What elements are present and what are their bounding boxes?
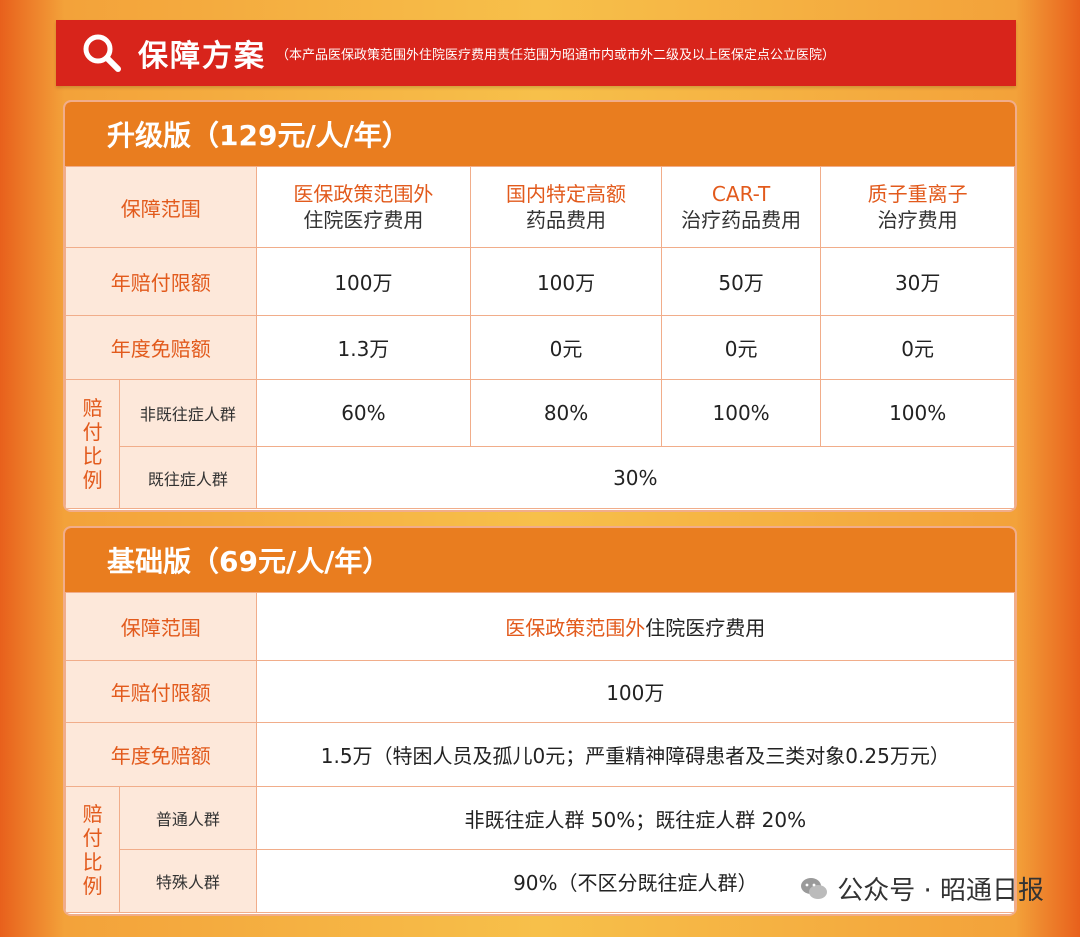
- deductible-note: （特困人员及孤儿0元；严重精神障碍患者及三类对象0.25万元）: [372, 744, 950, 768]
- deductible-cell: 0元: [470, 315, 662, 380]
- ratio-label-text: 赔付比例: [82, 801, 103, 898]
- wechat-logo-icon: [799, 874, 829, 904]
- scope-cell: 医保政策范围外住院医疗费用: [255, 592, 1015, 661]
- row-label-scope: 保障范围: [65, 592, 257, 661]
- row-label-limit: 年赔付限额: [65, 247, 257, 316]
- upgrade-plan-title: 升级版（129元/人/年）: [65, 102, 1015, 166]
- upgrade-plan-card: 升级版（129元/人/年） 保障范围 医保政策范围外 住院医疗费用 国内特定高额药…: [63, 100, 1017, 512]
- limit-cell: 50万: [660, 247, 822, 316]
- deductible-cell: 0元: [660, 315, 822, 380]
- table-row: 赔付比例 普通人群 非既往症人群 50%；既往症人群 20%: [65, 786, 1015, 913]
- upgrade-plan-table: 保障范围 医保政策范围外 住院医疗费用 国内特定高额 药品费用 CAR-T 治疗药品费…: [65, 166, 1015, 509]
- limit-cell: 30万: [820, 247, 1015, 316]
- deductible-cell: 0元: [820, 315, 1015, 380]
- ratio-cell: 60%: [255, 379, 472, 447]
- ratio-label-text: 赔付比例: [82, 396, 103, 492]
- ratio-cell: 100%: [660, 379, 822, 447]
- row-label-special: 特殊人群: [119, 849, 257, 913]
- limit-cell: 100万: [470, 247, 662, 316]
- deductible-cell: 1.5万（特困人员及孤儿0元；严重精神障碍患者及三类对象0.25万元）: [255, 722, 1015, 787]
- row-label-deductible: 年度免赔额: [65, 722, 257, 787]
- preexisting-ratio-cell: 30%: [255, 446, 1015, 509]
- special-ratio-cell: 90%（不区分既往症人群）: [255, 849, 1015, 913]
- table-row: 既往症人群 30%: [66, 446, 1015, 509]
- basic-plan-card: 基础版（69元/人/年） 保障范围 医保政策范围外住院医疗费用 年赔付限额 10…: [63, 526, 1017, 916]
- coverage-header: 医保政策范围外 住院医疗费用: [255, 166, 472, 248]
- watermark: 公众号 · 昭通日报: [799, 870, 1044, 907]
- ratio-cell: 80%: [470, 379, 662, 447]
- coverage-header: 国内特定高额 药品费用: [470, 166, 662, 248]
- limit-cell: 100万: [255, 660, 1015, 723]
- section-banner: 保障方案 （本产品医保政策范围外住院医疗费用责任范围为昭通市内或市外二级及以上医…: [56, 20, 1016, 86]
- limit-cell: 100万: [255, 247, 472, 316]
- row-label-deductible: 年度免赔额: [65, 315, 257, 380]
- table-row: 年度免赔额 1.3万 0元 0元 0元: [65, 315, 1015, 380]
- coverage-header: 质子重离子 治疗费用: [820, 166, 1015, 248]
- row-label-non-preexisting: 非既往症人群: [119, 379, 257, 447]
- row-label-preexisting: 既往症人群: [119, 446, 257, 509]
- normal-ratio-cell: 非既往症人群 50%；既往症人群 20%: [255, 786, 1015, 850]
- table-row: 赔付比例 非既往症人群 60% 80% 100% 100%: [65, 379, 1015, 509]
- ratio-label: 赔付比例: [65, 379, 121, 509]
- row-label-limit: 年赔付限额: [65, 660, 257, 723]
- table-row: 保障范围 医保政策范围外 住院医疗费用 国内特定高额 药品费用 CAR-T 治疗药品费…: [65, 166, 1015, 248]
- table-row: 年赔付限额 100万 100万 50万 30万: [65, 247, 1015, 316]
- table-row: 特殊人群 90%（不区分既往症人群）: [66, 849, 1015, 913]
- table-row: 年赔付限额 100万: [65, 660, 1015, 723]
- coverage-header: CAR-T 治疗药品费用: [660, 166, 822, 248]
- row-label-normal: 普通人群: [119, 786, 257, 850]
- table-row: 年度免赔额 1.5万（特困人员及孤儿0元；严重精神障碍患者及三类对象0.25万元…: [65, 722, 1015, 787]
- watermark-text: 公众号 · 昭通日报: [837, 876, 1044, 906]
- deductible-cell: 1.3万: [255, 315, 472, 380]
- deductible-value: 1.5万: [320, 744, 373, 768]
- banner-title: 保障方案: [138, 39, 266, 74]
- scope-text-b: 住院医疗费用: [645, 616, 766, 640]
- magnifier-icon: [80, 31, 124, 75]
- ratio-cell: 100%: [820, 379, 1015, 447]
- scope-text-a: 医保政策范围外: [505, 616, 646, 640]
- ratio-label: 赔付比例: [65, 786, 121, 913]
- row-label-scope: 保障范围: [65, 166, 257, 248]
- table-row: 保障范围 医保政策范围外住院医疗费用: [65, 592, 1015, 661]
- banner-note: （本产品医保政策范围外住院医疗费用责任范围为昭通市内或市外二级及以上医保定点公立…: [276, 47, 836, 63]
- basic-plan-table: 保障范围 医保政策范围外住院医疗费用 年赔付限额 100万 年度免赔额 1.5万…: [65, 592, 1015, 913]
- basic-plan-title: 基础版（69元/人/年）: [65, 528, 1015, 592]
